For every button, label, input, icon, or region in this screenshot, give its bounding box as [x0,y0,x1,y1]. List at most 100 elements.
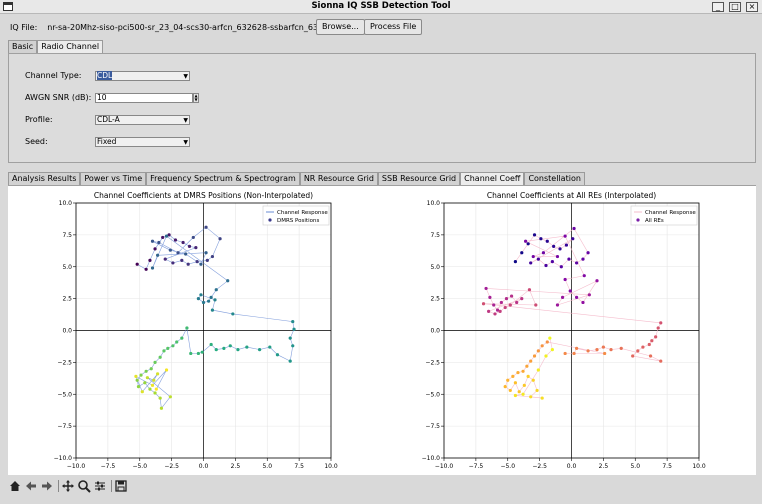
data-point [555,303,560,307]
x-tick-label: 10.0 [692,463,706,470]
tab-ssb-resource-grid[interactable]: SSB Resource Grid [377,172,461,185]
tab-channel-coeff[interactable]: Channel Coeff [460,172,525,185]
x-tick-label: 0.0 [567,463,577,470]
data-point [619,346,623,350]
seed-select[interactable]: Fixed ▼ [95,137,190,147]
data-point [168,395,172,399]
data-point [586,349,590,353]
channel-type-label: Channel Type: [25,71,82,80]
zoom-icon[interactable] [77,479,91,493]
data-point [603,351,607,356]
data-point [292,327,296,331]
y-tick-label: 5.0 [62,264,72,271]
minimize-button[interactable]: _ [712,2,724,12]
save-icon[interactable] [114,479,128,493]
x-tick-label: −10.0 [67,463,86,470]
data-point [517,390,521,394]
data-point [558,247,562,251]
close-button[interactable]: × [746,2,758,12]
data-point [521,392,525,396]
channel-type-select[interactable]: CDL ▼ [95,71,190,81]
forward-arrow-icon[interactable] [40,479,54,493]
process-file-button[interactable]: Process File [364,19,423,35]
data-point [158,396,162,400]
tab-constellation[interactable]: Constellation [524,172,585,185]
data-point [291,344,295,348]
data-point [157,240,161,245]
data-point [532,354,537,358]
data-point [153,360,157,364]
data-point [186,262,190,266]
y-tick-label: −10.0 [54,455,73,462]
legend-box [630,205,698,226]
data-point [150,239,155,243]
data-point [559,265,563,269]
tab-frequency-spectrum[interactable]: Frequency Spectrum & Spectrogram [146,172,300,185]
data-point [544,354,548,358]
maximize-button[interactable]: □ [729,2,741,12]
legend-entry-channel-response: Channel Response [645,210,696,216]
data-point [555,254,560,259]
data-point [228,344,232,348]
data-point [150,383,155,387]
awgn-snr-input[interactable]: 10 [95,93,193,103]
snr-spin-icon[interactable]: ▲ ▼ [193,93,199,103]
data-point [513,260,517,264]
file-row: IQ File: nr-sa-20Mhz-siso-pci500-sr_23_0… [10,20,353,34]
data-point [492,303,496,307]
data-point [171,344,175,348]
configure-subplots-icon[interactable] [93,479,107,493]
data-point [213,298,217,302]
data-point [493,312,497,316]
y-tick-label: −5.0 [425,391,440,398]
profile-value: CDL-A [97,115,120,124]
data-point [560,295,565,299]
profile-label: Profile: [25,115,53,124]
tab-power-vs-time[interactable]: Power vs Time [80,172,147,185]
legend-entry-points: DMRS Positions [277,218,319,224]
y-tick-label: 0.0 [430,328,440,335]
y-tick-label: 5.0 [430,264,440,271]
browse-button[interactable]: Browse... [316,19,365,35]
data-point [288,336,292,340]
profile-select[interactable]: CDL-A ▼ [95,115,190,125]
data-point [572,226,576,231]
y-tick-label: 10.0 [59,200,73,207]
data-point [196,297,200,301]
data-point [545,340,549,344]
data-point [156,253,160,257]
data-point [199,262,203,266]
data-point [545,239,549,243]
y-tick-label: −5.0 [57,391,72,398]
data-point [587,293,591,297]
chart-title: Channel Coefficients at All REs (Interpo… [487,191,656,200]
y-tick-label: 2.5 [62,296,72,303]
back-arrow-icon[interactable] [24,479,38,493]
data-point [484,286,488,291]
tab-analysis-results[interactable]: Analysis Results [8,172,81,185]
data-point [164,368,169,372]
tab-radio-channel[interactable]: Radio Channel [37,40,104,53]
data-point [195,260,199,264]
data-point [595,348,599,352]
data-point [152,378,156,382]
data-point [531,378,535,382]
data-point [499,300,503,305]
data-point [145,376,149,380]
plot-canvas[interactable]: Channel Coefficients at DMRS Positions (… [8,185,756,475]
data-point [180,336,184,340]
data-point [568,289,572,293]
home-icon[interactable] [8,479,22,493]
data-point [515,300,519,305]
data-point [143,381,147,385]
data-point [214,288,218,292]
data-point [544,263,548,268]
x-tick-label: −2.5 [164,463,179,470]
pan-icon[interactable] [61,479,75,493]
tab-nr-resource-grid[interactable]: NR Resource Grid [299,172,378,185]
tab-basic[interactable]: Basic [8,40,38,53]
legend-marker-swatch [636,218,640,222]
radio-channel-panel: Channel Type: CDL ▼ AWGN SNR (dB): 10 ▲ ▼… [8,53,756,163]
data-point [525,364,529,368]
data-point [210,254,215,259]
